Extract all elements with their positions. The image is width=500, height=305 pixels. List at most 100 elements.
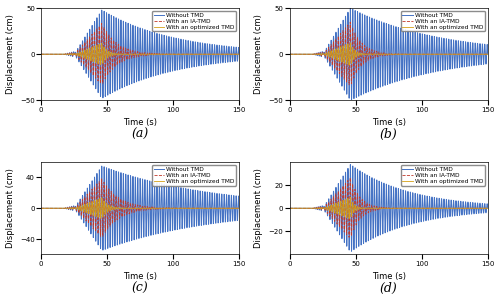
With an optimized TMD: [348, 196, 354, 199]
Y-axis label: Displacement (cm): Displacement (cm): [6, 168, 15, 248]
With an optimized TMD: [334, 210, 340, 214]
With an optimized TMD: [98, 196, 104, 199]
X-axis label: Time (s): Time (s): [123, 272, 157, 281]
Text: (d): (d): [380, 282, 398, 295]
Without TMD: [113, 27, 119, 31]
Without TMD: [485, 206, 491, 210]
With an optimized TMD: [38, 52, 44, 56]
With an optimized TMD: [236, 206, 242, 210]
With an IA-TMD: [332, 38, 338, 41]
Without TMD: [38, 206, 44, 210]
Line: Without TMD: Without TMD: [41, 10, 239, 98]
With an IA-TMD: [84, 38, 90, 42]
With an IA-TMD: [376, 206, 382, 210]
With an optimized TMD: [348, 41, 354, 45]
Without TMD: [234, 216, 240, 219]
With an optimized TMD: [84, 202, 90, 206]
With an IA-TMD: [38, 52, 44, 56]
Text: (a): (a): [132, 128, 149, 141]
Without TMD: [86, 49, 92, 52]
With an IA-TMD: [346, 83, 352, 87]
With an IA-TMD: [84, 193, 90, 197]
With an optimized TMD: [335, 205, 341, 208]
With an optimized TMD: [85, 56, 91, 60]
With an optimized TMD: [86, 51, 92, 54]
With an optimized TMD: [485, 206, 491, 210]
With an IA-TMD: [98, 235, 103, 238]
With an IA-TMD: [86, 199, 92, 203]
With an IA-TMD: [85, 65, 91, 68]
X-axis label: Time (s): Time (s): [372, 118, 406, 127]
Legend: Without TMD, With an IA-TMD, With an optimized TMD: Without TMD, With an IA-TMD, With an opt…: [400, 165, 485, 185]
With an IA-TMD: [98, 82, 103, 85]
Without TMD: [234, 58, 240, 61]
Legend: Without TMD, With an IA-TMD, With an optimized TMD: Without TMD, With an IA-TMD, With an opt…: [152, 11, 236, 31]
With an optimized TMD: [236, 52, 242, 56]
Text: (b): (b): [380, 128, 398, 141]
With an optimized TMD: [98, 217, 103, 220]
Without TMD: [85, 65, 91, 69]
With an optimized TMD: [362, 206, 368, 210]
Without TMD: [84, 190, 90, 194]
Without TMD: [98, 8, 104, 12]
With an optimized TMD: [127, 52, 133, 56]
Without TMD: [332, 189, 338, 193]
With an optimized TMD: [483, 206, 489, 210]
With an optimized TMD: [346, 63, 352, 67]
Without TMD: [286, 52, 292, 56]
With an IA-TMD: [485, 206, 491, 210]
With an IA-TMD: [483, 206, 489, 210]
Without TMD: [236, 206, 242, 210]
With an optimized TMD: [113, 206, 119, 209]
With an optimized TMD: [86, 205, 92, 208]
With an optimized TMD: [286, 206, 292, 210]
Without TMD: [362, 25, 368, 29]
With an IA-TMD: [347, 20, 353, 24]
Line: With an optimized TMD: With an optimized TMD: [41, 43, 239, 65]
Line: Without TMD: Without TMD: [290, 8, 488, 100]
With an IA-TMD: [347, 176, 353, 180]
Without TMD: [100, 248, 106, 252]
With an IA-TMD: [362, 45, 368, 48]
Without TMD: [335, 203, 341, 206]
With an optimized TMD: [362, 52, 368, 56]
With an IA-TMD: [38, 206, 44, 210]
With an IA-TMD: [234, 206, 240, 210]
Y-axis label: Displacement (cm): Displacement (cm): [254, 14, 263, 94]
Line: Without TMD: Without TMD: [41, 166, 239, 250]
Without TMD: [98, 164, 104, 168]
Without TMD: [483, 210, 489, 213]
With an IA-TMD: [335, 45, 341, 48]
Without TMD: [85, 219, 91, 222]
Without TMD: [335, 49, 341, 52]
With an IA-TMD: [362, 200, 368, 204]
Text: (c): (c): [132, 282, 148, 295]
Without TMD: [100, 96, 106, 100]
With an optimized TMD: [234, 206, 240, 210]
With an optimized TMD: [85, 210, 91, 214]
X-axis label: Time (s): Time (s): [372, 272, 406, 281]
With an optimized TMD: [334, 56, 340, 60]
With an IA-TMD: [236, 206, 242, 210]
Line: With an IA-TMD: With an IA-TMD: [41, 179, 239, 236]
With an optimized TMD: [332, 202, 338, 206]
Without TMD: [483, 60, 489, 63]
With an optimized TMD: [376, 206, 382, 210]
With an IA-TMD: [127, 205, 133, 209]
With an optimized TMD: [376, 52, 382, 56]
Line: With an IA-TMD: With an IA-TMD: [290, 178, 488, 237]
With an IA-TMD: [286, 52, 292, 56]
Line: With an optimized TMD: With an optimized TMD: [290, 43, 488, 65]
With an IA-TMD: [286, 206, 292, 210]
Without TMD: [38, 52, 44, 56]
With an IA-TMD: [335, 199, 341, 203]
With an IA-TMD: [334, 219, 340, 222]
With an IA-TMD: [334, 65, 340, 69]
With an optimized TMD: [98, 41, 104, 45]
Legend: Without TMD, With an IA-TMD, With an optimized TMD: Without TMD, With an IA-TMD, With an opt…: [152, 165, 236, 185]
Without TMD: [362, 182, 368, 186]
Without TMD: [113, 181, 119, 184]
Without TMD: [127, 208, 133, 211]
With an IA-TMD: [113, 195, 119, 199]
With an IA-TMD: [346, 235, 352, 239]
